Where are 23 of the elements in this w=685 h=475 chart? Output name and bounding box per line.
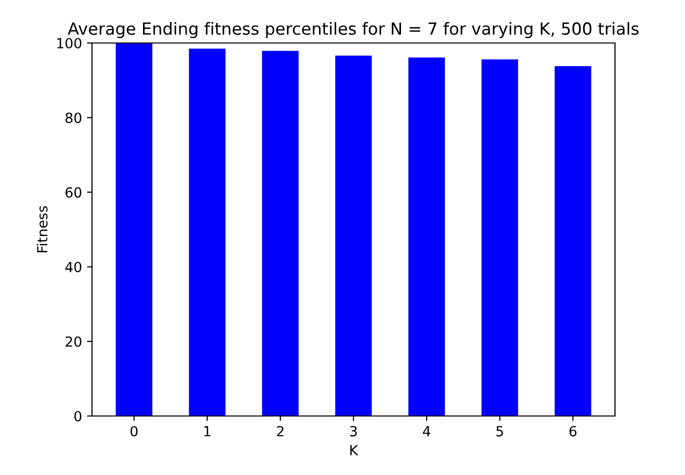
bar	[262, 50, 299, 416]
x-tick-label: 4	[422, 426, 430, 436]
x-tick-label: 0	[130, 426, 138, 436]
y-axis-title: Fitness	[36, 206, 48, 252]
y-tick-label: 0	[74, 410, 82, 422]
bar	[482, 59, 518, 416]
bar	[554, 66, 592, 416]
x-tick-label: 2	[276, 426, 284, 436]
y-tick-label: 20	[66, 336, 82, 347]
y-tick-label: 40	[65, 262, 82, 272]
bar	[188, 48, 226, 416]
y-tick-label: 100	[57, 38, 82, 48]
bar	[116, 43, 152, 416]
y-tick-label: 60	[66, 187, 82, 198]
x-tick-label: 3	[350, 426, 357, 436]
x-tick-label: 5	[496, 426, 503, 436]
bar	[335, 56, 372, 416]
chart-title: Average Ending fitness percentiles for N = 7 for varying K, 500 trials	[68, 22, 639, 38]
y-tick-label: 80	[66, 112, 82, 124]
x-axis-title: K	[350, 445, 358, 456]
x-tick-label: 1	[204, 426, 210, 436]
bar	[408, 58, 445, 416]
x-tick-label: 6	[569, 426, 576, 436]
